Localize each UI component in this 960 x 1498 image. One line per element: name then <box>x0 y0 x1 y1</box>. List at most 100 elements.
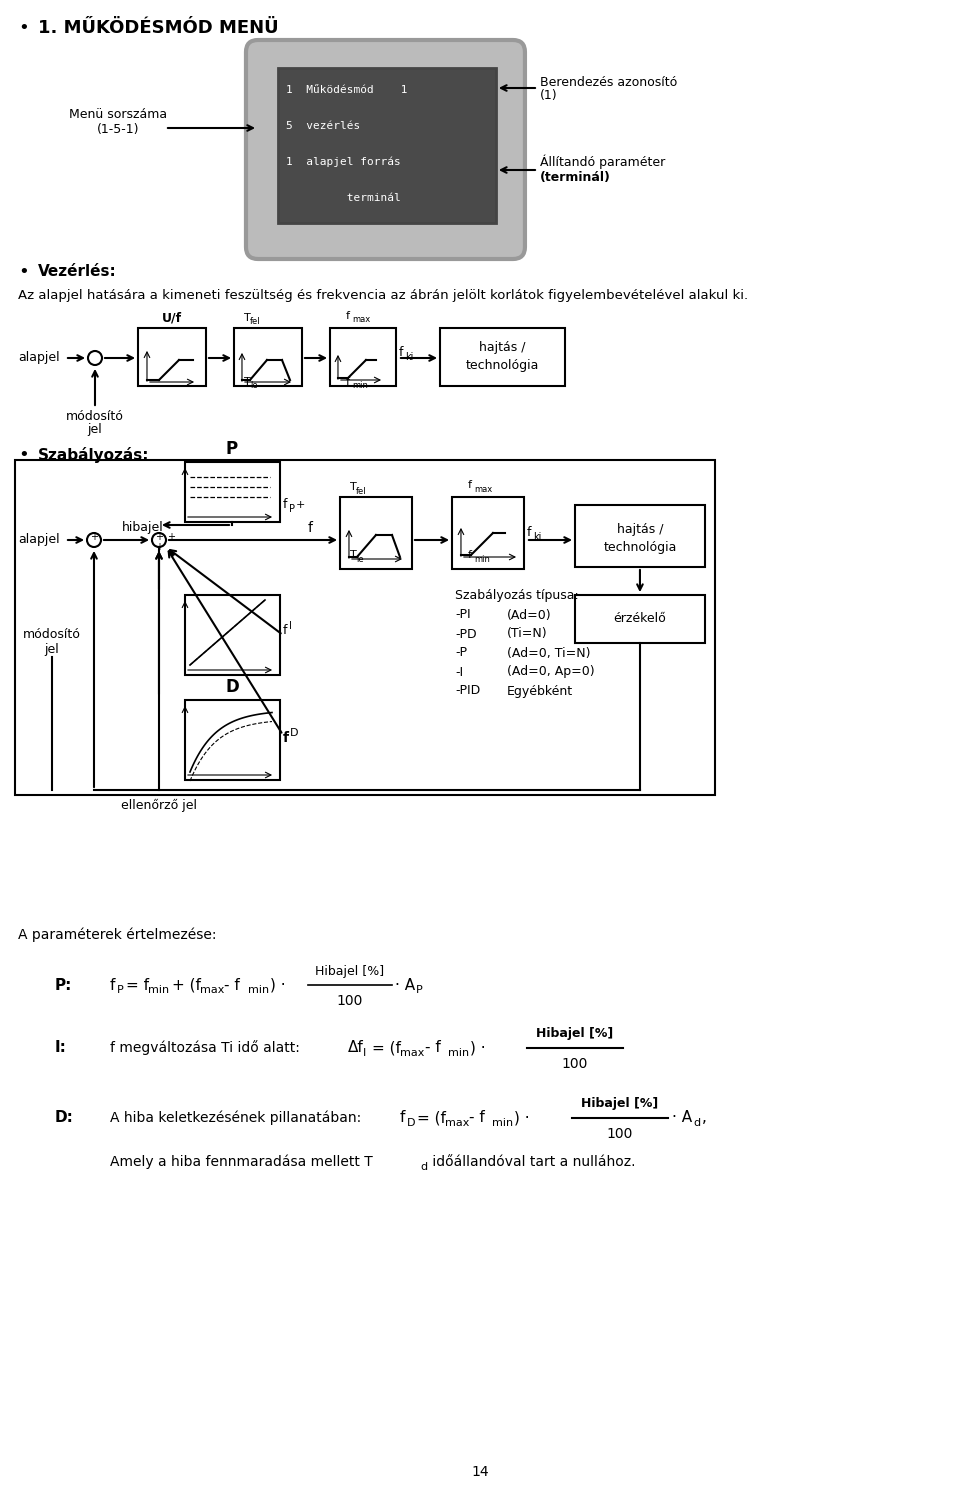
Bar <box>234 328 302 386</box>
Text: fel: fel <box>250 318 260 327</box>
Text: D:: D: <box>55 1110 74 1125</box>
Text: -PI: -PI <box>455 608 470 622</box>
Text: -I: -I <box>455 665 463 679</box>
Text: ) ·: ) · <box>270 978 286 993</box>
Text: T: T <box>350 482 357 491</box>
Text: ,: , <box>702 1110 707 1125</box>
Text: P: P <box>117 986 124 995</box>
Text: min: min <box>474 554 490 563</box>
Text: Berendezés azonosító: Berendezés azonosító <box>540 75 677 88</box>
Text: min: min <box>352 382 368 391</box>
Text: Egyébként: Egyébként <box>507 685 573 698</box>
Text: d: d <box>693 1118 700 1128</box>
Text: - f: - f <box>224 978 240 993</box>
Text: d: d <box>420 1162 427 1171</box>
Text: f: f <box>468 479 472 490</box>
Text: Menü sorszáma: Menü sorszáma <box>69 108 167 121</box>
Bar <box>185 700 280 780</box>
Text: f megváltozása Ti idő alatt:: f megváltozása Ti idő alatt: <box>110 1041 300 1056</box>
Text: + (f: + (f <box>172 978 201 993</box>
Text: 1  alapjel forrás: 1 alapjel forrás <box>286 157 400 168</box>
Bar <box>278 67 496 223</box>
Text: I: I <box>289 622 292 631</box>
Text: - f: - f <box>425 1041 441 1056</box>
Text: max: max <box>400 1049 424 1058</box>
Text: max: max <box>445 1118 469 1128</box>
Text: jel: jel <box>87 424 103 436</box>
Text: f: f <box>283 731 289 745</box>
Text: -PID: -PID <box>455 685 480 698</box>
Text: Amely a hiba fennmaradása mellett T: Amely a hiba fennmaradása mellett T <box>110 1155 372 1170</box>
Text: (Ad=0, Ti=N): (Ad=0, Ti=N) <box>507 647 590 659</box>
Text: Hibajel [%]: Hibajel [%] <box>537 1028 613 1041</box>
Text: ) ·: ) · <box>470 1041 486 1056</box>
Text: D: D <box>290 728 299 739</box>
Bar <box>440 328 564 386</box>
Text: technológia: technológia <box>603 541 677 553</box>
Text: I:: I: <box>55 1041 67 1056</box>
Text: = (f: = (f <box>372 1041 401 1056</box>
Text: (1-5-1): (1-5-1) <box>97 123 139 136</box>
Text: időállandóval tart a nullához.: időállandóval tart a nullához. <box>428 1155 636 1168</box>
Text: ellenőrző jel: ellenőrző jel <box>121 798 197 812</box>
FancyBboxPatch shape <box>246 40 525 259</box>
Text: 100: 100 <box>562 1058 588 1071</box>
Text: f: f <box>283 623 287 637</box>
Text: = (f: = (f <box>417 1110 445 1125</box>
Text: Hibajel [%]: Hibajel [%] <box>582 1098 659 1110</box>
Text: módosító: módosító <box>66 409 124 422</box>
Text: max: max <box>474 484 492 493</box>
Text: +: + <box>155 532 163 542</box>
Text: le: le <box>356 554 364 563</box>
Text: ) ·: ) · <box>514 1110 530 1125</box>
Text: P: P <box>289 503 295 514</box>
Text: 1. MŰKÖDÉSMÓD MENÜ: 1. MŰKÖDÉSMÓD MENÜ <box>38 19 278 37</box>
Text: - f: - f <box>469 1110 485 1125</box>
Text: 100: 100 <box>607 1126 634 1141</box>
Text: A paraméterek értelmezése:: A paraméterek értelmezése: <box>18 927 217 942</box>
Text: Hibajel [%]: Hibajel [%] <box>316 965 385 978</box>
Text: f: f <box>468 550 472 560</box>
Text: +: + <box>90 532 98 542</box>
Text: f: f <box>346 312 350 321</box>
Text: f: f <box>110 978 115 993</box>
Text: f: f <box>399 346 403 360</box>
Bar <box>185 595 280 676</box>
Text: 14: 14 <box>471 1465 489 1479</box>
Text: Vezérlés:: Vezérlés: <box>38 265 117 280</box>
Bar <box>15 460 715 795</box>
Text: (Ad=0, Ap=0): (Ad=0, Ap=0) <box>507 665 594 679</box>
Text: hajtás /: hajtás / <box>479 342 525 355</box>
Text: D: D <box>225 679 239 697</box>
Text: (1): (1) <box>540 90 558 102</box>
Bar <box>138 328 206 386</box>
Text: terminál: terminál <box>286 193 400 204</box>
Text: •: • <box>18 264 29 282</box>
Text: · A: · A <box>672 1110 692 1125</box>
Bar <box>185 461 280 521</box>
Bar <box>575 595 705 643</box>
Text: le: le <box>250 382 257 391</box>
Text: alapjel: alapjel <box>18 352 60 364</box>
Text: •: • <box>18 446 29 464</box>
Text: 100: 100 <box>337 995 363 1008</box>
Text: Δf: Δf <box>348 1041 364 1056</box>
Text: f: f <box>283 499 287 511</box>
Text: -P: -P <box>455 647 467 659</box>
Text: (Ad=0): (Ad=0) <box>507 608 552 622</box>
Bar <box>330 328 396 386</box>
Text: Szabályozás típusa:: Szabályozás típusa: <box>455 589 579 602</box>
Text: I: I <box>363 1049 366 1058</box>
Text: min: min <box>248 986 269 995</box>
Bar <box>340 497 412 569</box>
Text: alapjel: alapjel <box>18 533 60 547</box>
Text: f: f <box>308 521 313 535</box>
Text: ki: ki <box>405 352 414 363</box>
Text: = f: = f <box>126 978 149 993</box>
Text: •: • <box>18 19 29 37</box>
Text: ki: ki <box>533 532 541 542</box>
Text: +: + <box>155 542 163 551</box>
Text: P: P <box>416 986 422 995</box>
Text: min: min <box>448 1049 469 1058</box>
Text: módosító: módosító <box>23 629 81 641</box>
